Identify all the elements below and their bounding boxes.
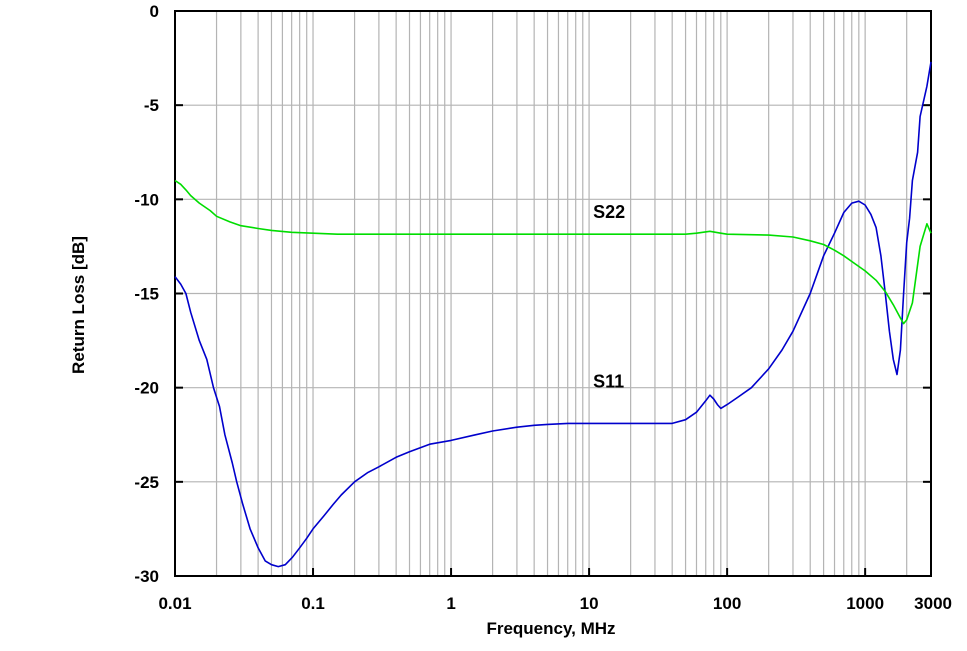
x-tick-label: 0.01 xyxy=(158,594,191,613)
y-axis-title: Return Loss [dB] xyxy=(69,236,88,374)
x-tick-label: 0.1 xyxy=(301,594,325,613)
x-tick-label: 3000 xyxy=(914,594,952,613)
series-line-s11 xyxy=(174,61,932,568)
series-line-s22 xyxy=(174,179,932,325)
x-tick-label: 100 xyxy=(713,594,741,613)
x-axis-title: Frequency, MHz xyxy=(486,619,615,638)
y-tick-label: -5 xyxy=(144,96,159,115)
x-tick-label: 1 xyxy=(446,594,455,613)
series-label-s22: S22 xyxy=(593,202,625,222)
y-tick-label: -10 xyxy=(134,190,159,209)
series-lines xyxy=(174,61,932,568)
y-tick-label: 0 xyxy=(150,2,159,21)
y-tick-label: -15 xyxy=(134,285,159,304)
y-tick-label: -25 xyxy=(134,473,159,492)
x-tick-label: 1000 xyxy=(846,594,884,613)
x-tick-label: 10 xyxy=(580,594,599,613)
y-tick-label: -30 xyxy=(134,567,159,586)
x-axis: 0.01 0.1 1 10 100 1000 3000 xyxy=(158,568,952,613)
y-tick-label: -20 xyxy=(134,379,159,398)
y-axis: 0 -5 -10 -15 -20 -25 -30 xyxy=(134,2,931,586)
series-labels: S11 S22 xyxy=(593,202,625,391)
series-label-s11: S11 xyxy=(593,372,624,392)
